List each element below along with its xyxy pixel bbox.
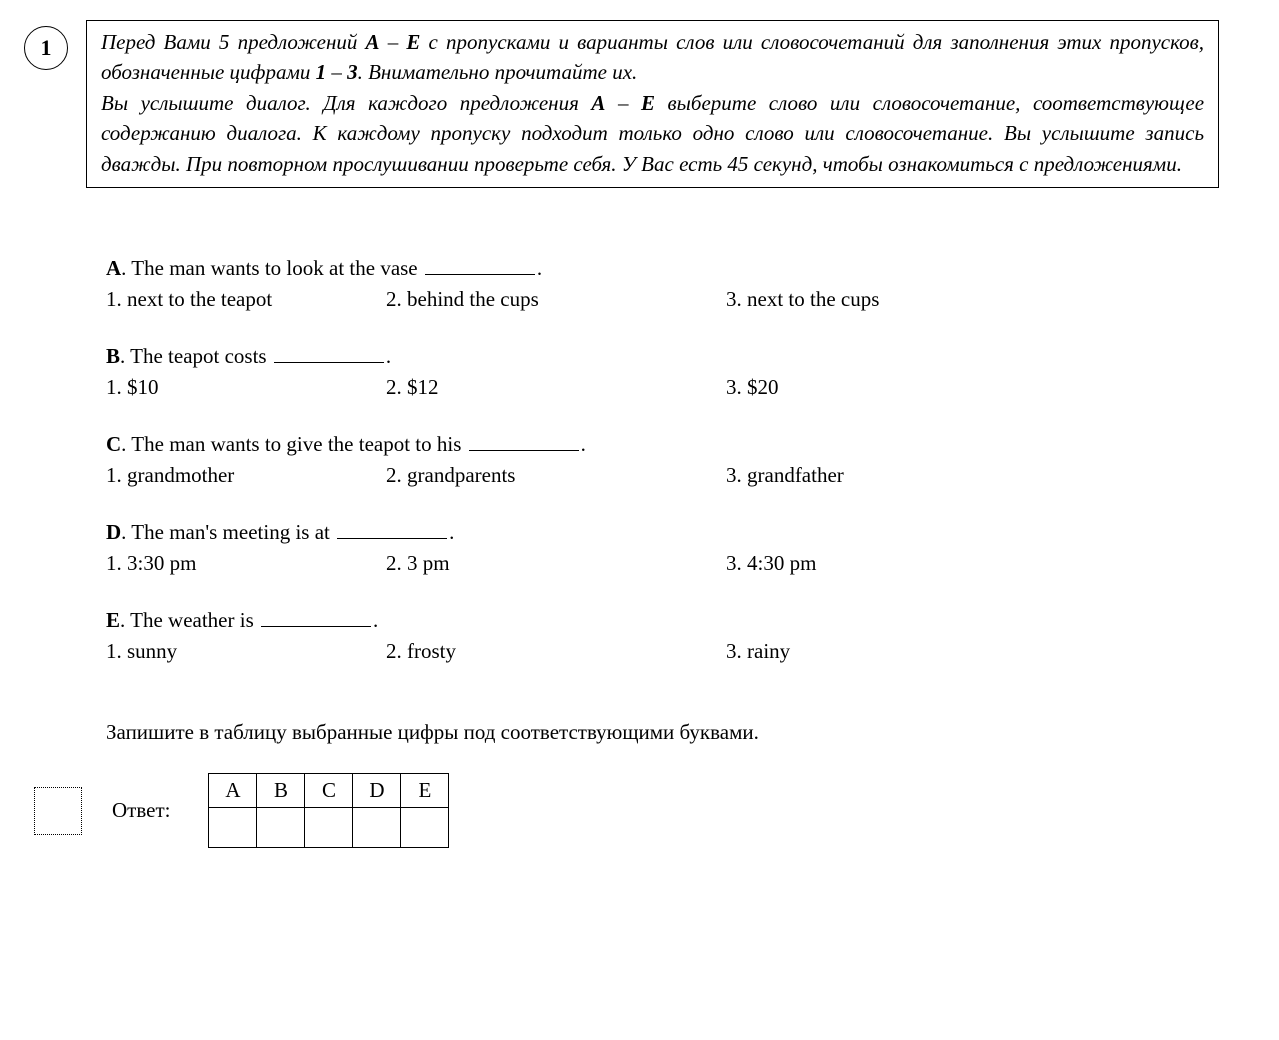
- instr-text: Перед Вами 5 предложений: [101, 30, 366, 54]
- question-letter: C: [106, 432, 121, 456]
- answer-header-row: A B C D E: [209, 774, 449, 808]
- question-tail: .: [537, 256, 542, 280]
- question-stem: B. The teapot costs .: [106, 342, 1199, 369]
- question-text: . The weather is: [120, 608, 259, 632]
- instr-bold: A: [591, 91, 605, 115]
- question-text: . The man's meeting is at: [121, 520, 335, 544]
- answer-input-cell[interactable]: [257, 808, 305, 848]
- marker-box: [34, 787, 82, 835]
- blank-line[interactable]: [274, 342, 384, 363]
- question-letter: A: [106, 256, 121, 280]
- option-3[interactable]: 3. next to the cups: [726, 287, 879, 312]
- instr-bold: A: [366, 30, 380, 54]
- blank-line[interactable]: [261, 606, 371, 627]
- answer-header-cell: B: [257, 774, 305, 808]
- instr-text: –: [605, 91, 641, 115]
- question-c: C. The man wants to give the teapot to h…: [106, 430, 1199, 488]
- answer-header-cell: E: [401, 774, 449, 808]
- option-3[interactable]: 3. 4:30 pm: [726, 551, 816, 576]
- answer-header-cell: C: [305, 774, 353, 808]
- question-stem: D. The man's meeting is at .: [106, 518, 1199, 545]
- question-letter: E: [106, 608, 120, 632]
- blank-line[interactable]: [337, 518, 447, 539]
- table-instruction: Запишите в таблицу выбранные цифры под с…: [106, 720, 1199, 745]
- instr-text: –: [326, 60, 347, 84]
- question-options: 1. next to the teapot 2. behind the cups…: [106, 287, 1199, 312]
- answer-header-cell: A: [209, 774, 257, 808]
- instr-bold: 1: [316, 60, 327, 84]
- question-tail: .: [373, 608, 378, 632]
- question-stem: A. The man wants to look at the vase .: [106, 254, 1199, 281]
- question-tail: .: [581, 432, 586, 456]
- option-2[interactable]: 2. $12: [386, 375, 726, 400]
- option-1[interactable]: 1. grandmother: [106, 463, 386, 488]
- question-tail: .: [449, 520, 454, 544]
- question-stem: C. The man wants to give the teapot to h…: [106, 430, 1199, 457]
- instr-bold: E: [641, 91, 655, 115]
- question-letter: D: [106, 520, 121, 544]
- instr-text: –: [380, 30, 407, 54]
- option-1[interactable]: 1. next to the teapot: [106, 287, 386, 312]
- question-d: D. The man's meeting is at . 1. 3:30 pm …: [106, 518, 1199, 576]
- question-text: . The man wants to look at the vase: [121, 256, 423, 280]
- answer-header-cell: D: [353, 774, 401, 808]
- answer-input-cell[interactable]: [305, 808, 353, 848]
- option-3[interactable]: 3. grandfather: [726, 463, 844, 488]
- question-e: E. The weather is . 1. sunny 2. frosty 3…: [106, 606, 1199, 664]
- option-1[interactable]: 1. sunny: [106, 639, 386, 664]
- instruction-box: Перед Вами 5 предложений A – E с пропуск…: [86, 20, 1219, 188]
- option-3[interactable]: 3. rainy: [726, 639, 790, 664]
- question-options: 1. sunny 2. frosty 3. rainy: [106, 639, 1199, 664]
- question-a: A. The man wants to look at the vase . 1…: [106, 254, 1199, 312]
- option-2[interactable]: 2. behind the cups: [386, 287, 726, 312]
- question-options: 1. grandmother 2. grandparents 3. grandf…: [106, 463, 1199, 488]
- option-1[interactable]: 1. 3:30 pm: [106, 551, 386, 576]
- instr-text: . Внимательно прочитайте их.: [358, 60, 638, 84]
- option-1[interactable]: 1. $10: [106, 375, 386, 400]
- question-letter: B: [106, 344, 120, 368]
- option-2[interactable]: 2. 3 pm: [386, 551, 726, 576]
- instr-bold: 3: [347, 60, 358, 84]
- blank-line[interactable]: [469, 430, 579, 451]
- answer-label: Ответ:: [112, 798, 170, 823]
- instr-bold: E: [406, 30, 420, 54]
- question-b: B. The teapot costs . 1. $10 2. $12 3. $…: [106, 342, 1199, 400]
- questions-list: A. The man wants to look at the vase . 1…: [106, 254, 1199, 664]
- answer-input-cell[interactable]: [353, 808, 401, 848]
- answer-input-row: [209, 808, 449, 848]
- question-options: 1. $10 2. $12 3. $20: [106, 375, 1199, 400]
- instr-text: Вы услышите диалог. Для каждого предложе…: [101, 91, 591, 115]
- answer-input-cell[interactable]: [401, 808, 449, 848]
- question-stem: E. The weather is .: [106, 606, 1199, 633]
- option-2[interactable]: 2. grandparents: [386, 463, 726, 488]
- option-3[interactable]: 3. $20: [726, 375, 779, 400]
- question-tail: .: [386, 344, 391, 368]
- option-2[interactable]: 2. frosty: [386, 639, 726, 664]
- blank-line[interactable]: [425, 254, 535, 275]
- question-text: . The man wants to give the teapot to hi…: [121, 432, 466, 456]
- answer-input-cell[interactable]: [209, 808, 257, 848]
- task-number: 1: [24, 26, 68, 70]
- question-options: 1. 3:30 pm 2. 3 pm 3. 4:30 pm: [106, 551, 1199, 576]
- question-text: . The teapot costs: [120, 344, 272, 368]
- answer-table: A B C D E: [208, 773, 449, 848]
